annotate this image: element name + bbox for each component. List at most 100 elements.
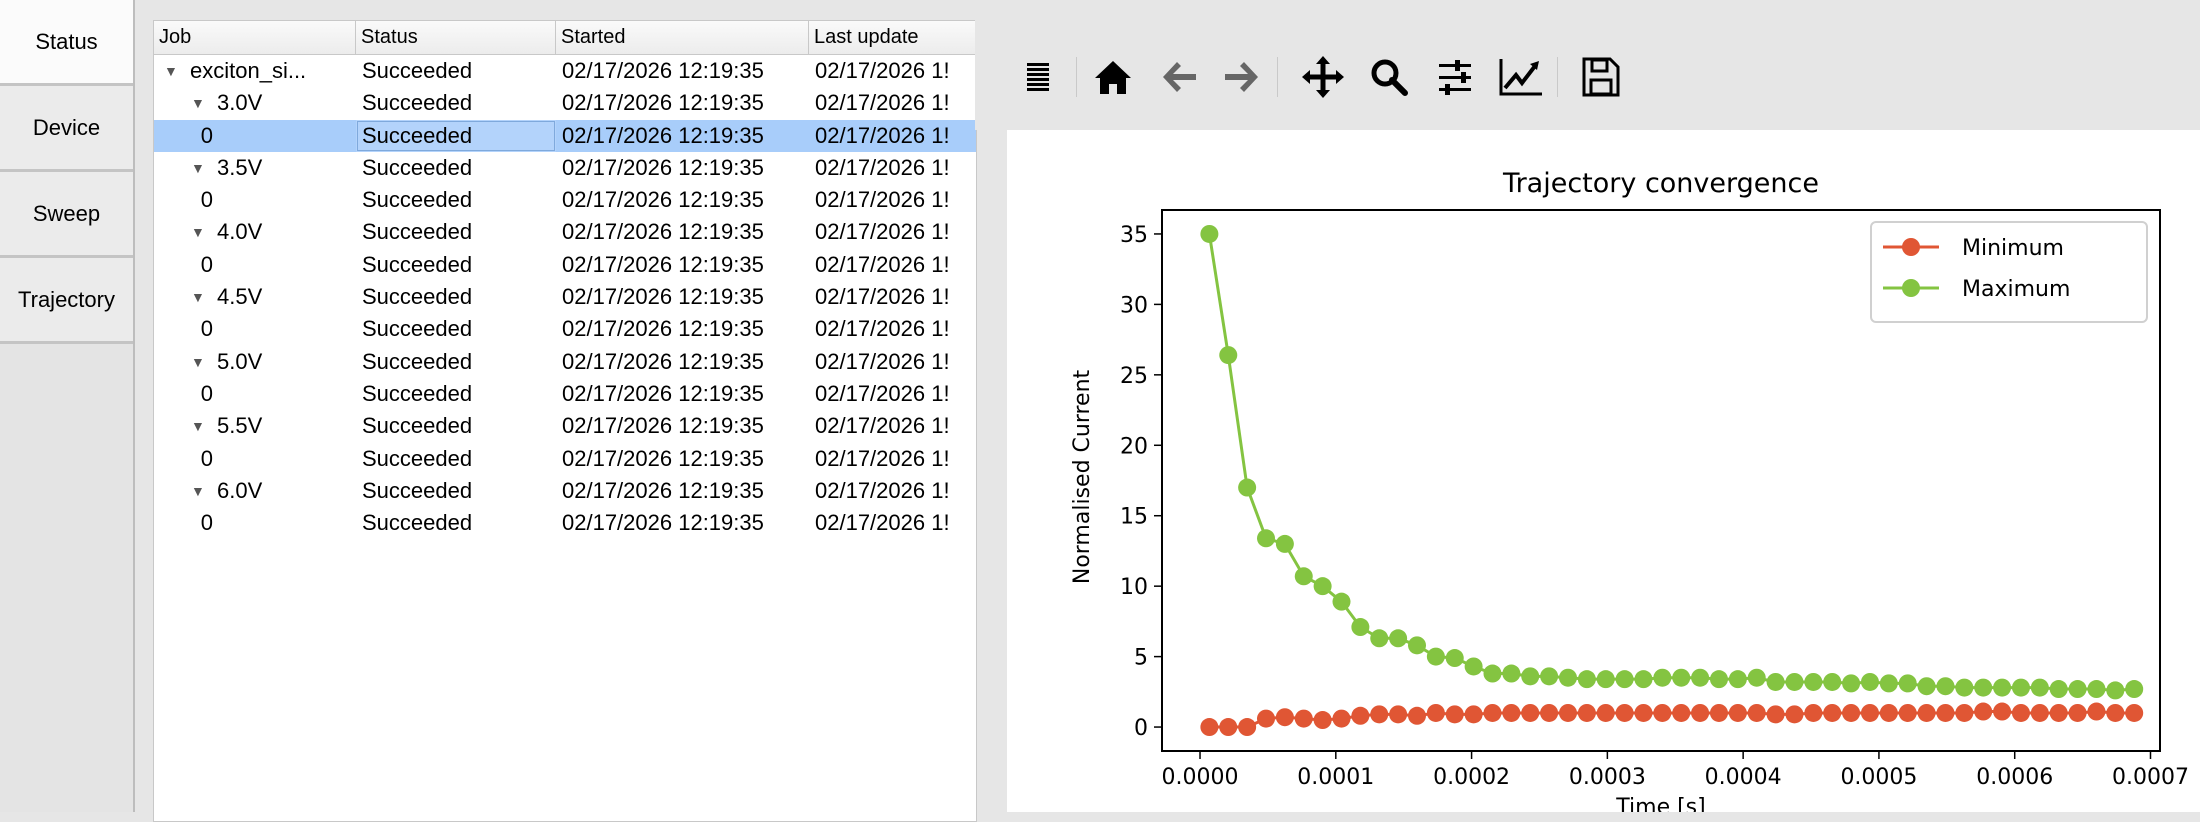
x-tick-label: 0.0007 [2112, 765, 2189, 790]
data-point-maximum [1200, 224, 1219, 243]
data-point-maximum [1955, 678, 1974, 697]
data-point-minimum [1200, 718, 1219, 737]
menu-button[interactable] [1016, 55, 1060, 99]
job-tree-table[interactable]: Job Status Started Last update ▼ exciton_… [153, 20, 977, 822]
last-update-cell: 02/17/2026 1! [815, 477, 950, 503]
table-body: ▼ exciton_si... Succeeded 02/17/2026 12:19:… [154, 55, 976, 539]
last-update-cell: 02/17/2026 1! [815, 122, 950, 148]
data-point-minimum [1332, 709, 1351, 728]
data-point-maximum [1785, 672, 1804, 691]
expand-arrow-icon[interactable]: ▼ [191, 159, 205, 176]
tab-device[interactable]: Device [0, 86, 133, 172]
toolbar-separator [1076, 57, 1077, 97]
data-point-maximum [1653, 668, 1672, 687]
data-point-minimum [1275, 708, 1294, 727]
data-point-maximum [1860, 672, 1879, 691]
column-header-job[interactable]: Job [154, 21, 356, 54]
status-cell: Succeeded [362, 90, 473, 116]
status-cell: Succeeded [362, 316, 473, 342]
last-update-cell: 02/17/2026 1! [815, 413, 950, 439]
y-tick-label: 35 [1120, 223, 1148, 248]
save-button[interactable] [1579, 55, 1623, 99]
configure-subplots-button[interactable] [1433, 55, 1477, 99]
table-row[interactable]: ▼ 4.0V Succeeded 02/17/2026 12:19:35 02/17/2… [154, 216, 976, 248]
x-tick-label: 0.0003 [1569, 765, 1646, 790]
status-cell: Succeeded [362, 154, 473, 180]
data-point-maximum [1577, 670, 1596, 689]
started-cell: 02/17/2026 12:19:35 [562, 445, 764, 471]
data-point-minimum [1766, 705, 1785, 724]
zoom-button[interactable] [1367, 55, 1411, 99]
data-point-maximum [1823, 672, 1842, 691]
table-row[interactable]: ▼ 5.0V Succeeded 02/17/2026 12:19:35 02/17/2… [154, 346, 976, 378]
data-point-minimum [2011, 703, 2030, 722]
y-tick-label: 25 [1120, 364, 1148, 389]
edit-axis-icon [1499, 59, 1542, 96]
data-point-maximum [2049, 680, 2068, 699]
back-button[interactable] [1157, 55, 1201, 99]
last-update-cell: 02/17/2026 1! [815, 284, 950, 310]
table-row[interactable]: ▼ 5.5V Succeeded 02/17/2026 12:19:35 02/17/2… [154, 410, 976, 442]
last-update-cell: 02/17/2026 1! [815, 154, 950, 180]
forward-button[interactable] [1220, 55, 1264, 99]
last-update-cell: 02/17/2026 1! [815, 380, 950, 406]
data-point-minimum [1804, 703, 1823, 722]
table-row[interactable]: ▼ 4.5V Succeeded 02/17/2026 12:19:35 02/17/2… [154, 281, 976, 313]
zoom-icon [1371, 59, 1408, 96]
job-label: 0 [200, 316, 213, 342]
status-cell: Succeeded [362, 187, 473, 213]
data-point-maximum [2068, 680, 2087, 699]
table-row[interactable]: 0 Succeeded 02/17/2026 12:19:35 02/17/2026 … [154, 249, 976, 281]
table-row[interactable]: ▼ 3.5V Succeeded 02/17/2026 12:19:35 02/17/2… [154, 152, 976, 184]
column-header-status[interactable]: Status [356, 21, 556, 54]
data-point-maximum [1389, 629, 1408, 648]
pan-button[interactable] [1301, 55, 1345, 99]
edit-axis-button[interactable] [1499, 55, 1543, 99]
plot-canvas[interactable]: Trajectory convergence 0.0000 0.0001 0.000… [1007, 130, 2200, 820]
started-cell: 02/17/2026 12:19:35 [562, 510, 764, 536]
data-point-maximum [1936, 677, 1955, 696]
column-header-started[interactable]: Started [556, 21, 809, 54]
table-row[interactable]: 0 Succeeded 02/17/2026 12:19:35 02/17/2026 … [154, 119, 976, 152]
table-row[interactable]: ▼ 6.0V Succeeded 02/17/2026 12:19:35 02/17/2… [154, 475, 976, 507]
y-tick-label: 10 [1120, 575, 1148, 600]
data-point-maximum [1445, 649, 1464, 668]
table-row[interactable]: ▼ exciton_si... Succeeded 02/17/2026 12:19:… [154, 55, 976, 87]
data-point-minimum [1389, 705, 1408, 724]
expand-arrow-icon[interactable]: ▼ [191, 289, 205, 306]
expand-arrow-icon[interactable]: ▼ [191, 224, 205, 241]
tab-status[interactable]: Status [0, 0, 133, 86]
started-cell: 02/17/2026 12:19:35 [562, 477, 764, 503]
column-header-last-update[interactable]: Last update [814, 26, 919, 48]
y-tick-label: 0 [1134, 716, 1148, 741]
expand-arrow-icon[interactable]: ▼ [191, 95, 205, 112]
table-row[interactable]: 0 Succeeded 02/17/2026 12:19:35 02/17/2026 … [154, 313, 976, 345]
data-point-maximum [1313, 577, 1332, 596]
tab-sweep[interactable]: Sweep [0, 172, 133, 258]
expand-arrow-icon[interactable]: ▼ [191, 418, 205, 435]
job-cell: 0 [154, 120, 356, 152]
tab-trajectory[interactable]: Trajectory [0, 258, 133, 344]
status-cell: Succeeded [362, 380, 473, 406]
expand-arrow-icon[interactable]: ▼ [191, 482, 205, 499]
data-point-minimum [1464, 705, 1483, 724]
x-tick-label: 0.0005 [1840, 765, 1917, 790]
x-tick-label: 0.0006 [1976, 765, 2053, 790]
table-row[interactable]: 0 Succeeded 02/17/2026 12:19:35 02/17/2026 … [154, 507, 976, 539]
expand-arrow-icon[interactable]: ▼ [191, 353, 205, 370]
table-row[interactable]: 0 Succeeded 02/17/2026 12:19:35 02/17/2026 … [154, 378, 976, 410]
table-row[interactable]: ▼ 3.0V Succeeded 02/17/2026 12:19:35 02/17/2… [154, 87, 976, 119]
data-point-minimum [1294, 709, 1313, 728]
legend-marker-maximum [1902, 279, 1920, 297]
data-point-maximum [2106, 681, 2125, 700]
data-point-maximum [1464, 657, 1483, 676]
data-point-minimum [1540, 703, 1559, 722]
job-cell: ▼ 6.0V [154, 475, 356, 507]
y-axis-label: Normalised Current [1070, 369, 1095, 584]
job-cell: 0 [154, 443, 356, 475]
expand-arrow-icon[interactable]: ▼ [164, 63, 178, 79]
home-button[interactable] [1091, 55, 1135, 99]
table-row[interactable]: 0 Succeeded 02/17/2026 12:19:35 02/17/2026 … [154, 184, 976, 216]
table-row[interactable]: 0 Succeeded 02/17/2026 12:19:35 02/17/2026 … [154, 443, 976, 475]
job-cell: 0 [154, 507, 356, 539]
